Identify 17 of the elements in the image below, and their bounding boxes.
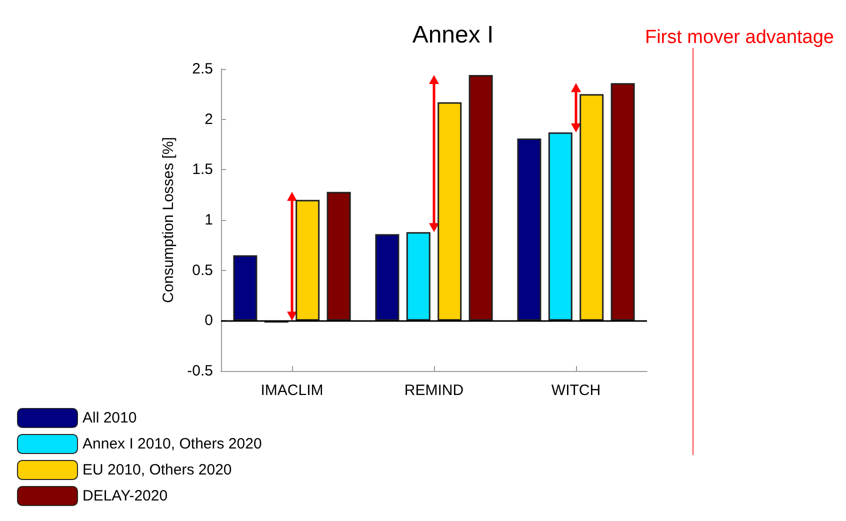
y-tick-label: 1.5 bbox=[192, 161, 213, 178]
legend-label: DELAY-2020 bbox=[82, 488, 168, 504]
y-tick-label: 0.5 bbox=[192, 262, 213, 279]
y-tick-label: 0 bbox=[204, 312, 213, 330]
legend-label: EU 2010, Others 2020 bbox=[82, 462, 232, 478]
legend-label: Annex I 2010, Others 2020 bbox=[82, 436, 262, 452]
chart-title: Annex I bbox=[412, 22, 494, 48]
y-tick-label: 1 bbox=[204, 212, 213, 228]
y-tick-label: 2.5 bbox=[192, 60, 213, 78]
legend-label: All 2010 bbox=[82, 410, 137, 426]
text: First mover advantage bbox=[644, 27, 834, 48]
x-tick-label: IMACLIM bbox=[260, 382, 324, 399]
y-tick-label: -0.5 bbox=[187, 362, 213, 380]
x-tick-label: WITCH bbox=[551, 382, 601, 399]
x-tick-label: REMIND bbox=[404, 382, 464, 399]
y-axis-title: Consumption Losses [%] bbox=[160, 137, 177, 303]
y-tick-label: 2 bbox=[204, 110, 213, 128]
